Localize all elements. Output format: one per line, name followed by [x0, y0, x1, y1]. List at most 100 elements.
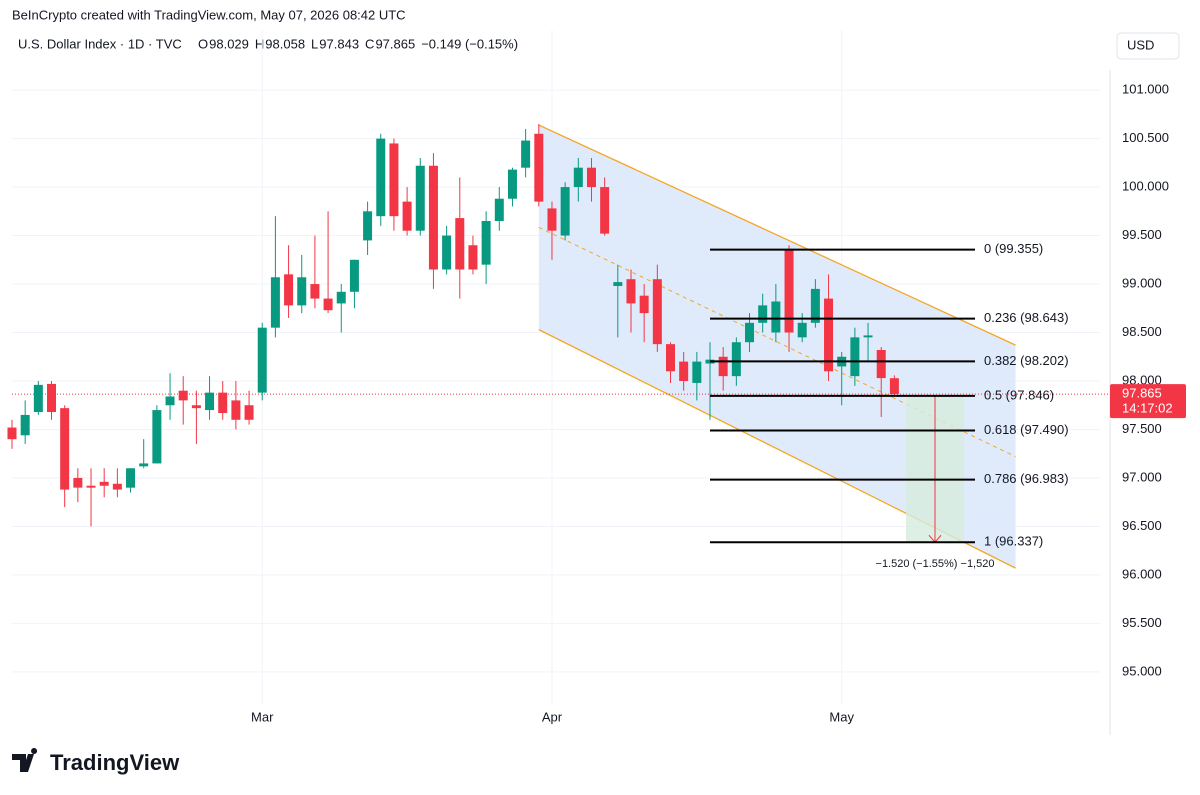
price-tag-value: 97.865 — [1122, 386, 1162, 401]
y-tick-label: 98.000 — [1122, 372, 1162, 387]
ohlc-key: L — [311, 36, 318, 51]
candle-body — [560, 187, 570, 236]
candle-body — [547, 208, 557, 231]
fib-label: 0.382 (98.202) — [984, 353, 1069, 368]
candle-body — [402, 201, 412, 231]
candle-body — [389, 143, 399, 217]
candle-body — [679, 361, 689, 381]
candle-body — [231, 400, 241, 420]
ohlc-value: 97.865 — [375, 36, 415, 51]
candle-body — [784, 250, 794, 333]
candle-body — [745, 322, 755, 343]
candle-body — [349, 259, 359, 292]
currency-box[interactable] — [1116, 32, 1180, 60]
ohlc-key: H — [255, 36, 264, 51]
candle-body — [165, 396, 175, 406]
candle-body — [692, 361, 702, 383]
candle-body — [428, 165, 438, 270]
candle-body — [376, 138, 386, 217]
logo-mark — [12, 748, 38, 772]
candle-body — [573, 167, 583, 188]
candle-body — [47, 383, 57, 413]
candle-body — [639, 295, 649, 314]
candle-body — [824, 298, 834, 372]
x-tick-label: Apr — [542, 709, 563, 724]
candle-body — [178, 390, 188, 401]
channel-upper — [538, 124, 1016, 346]
candle-body — [481, 221, 491, 265]
fib-label: 1 (96.337) — [984, 534, 1043, 549]
x-tick-label: May — [829, 709, 854, 724]
y-tick-label: 99.500 — [1122, 227, 1162, 242]
measure-label: −1.520 (−1.55%) −1,520 — [876, 558, 995, 570]
candle-body — [60, 408, 70, 490]
candle-body — [442, 235, 452, 270]
fib-label: 0.236 (98.643) — [984, 310, 1069, 325]
candle-body — [494, 198, 504, 222]
candle-body — [33, 384, 43, 413]
candle-body — [218, 392, 228, 413]
symbol-legend: U.S. Dollar Index · 1D · TVC O 98.029 H 98.… — [18, 36, 518, 51]
candle-body — [731, 342, 741, 377]
ohlc-key: C — [365, 36, 374, 51]
y-tick-label: 101.000 — [1122, 82, 1169, 97]
candle-body — [850, 337, 860, 377]
brand: TradingView — [50, 750, 180, 775]
candle-body — [455, 218, 465, 270]
candle-body — [652, 279, 662, 345]
candle-body — [363, 211, 373, 241]
fib-label: 0.618 (97.490) — [984, 422, 1069, 437]
y-tick-label: 98.500 — [1122, 324, 1162, 339]
candle-body — [86, 485, 96, 488]
candle-body — [99, 481, 109, 486]
credit: BeInCrypto created with TradingView.com,… — [12, 7, 406, 22]
y-tick-label: 95.000 — [1122, 663, 1162, 678]
y-tick-label: 96.500 — [1122, 518, 1162, 533]
candle-body — [876, 349, 886, 379]
candle-body — [126, 468, 136, 488]
candle-body — [297, 277, 307, 306]
candle-body — [205, 392, 215, 411]
channel-fill — [538, 125, 1016, 569]
candle-body — [586, 167, 596, 188]
candle-body — [270, 277, 280, 328]
candle-body — [613, 282, 623, 286]
candle-body — [244, 405, 254, 420]
ohlc-value: 98.029 — [209, 36, 249, 51]
candle-body — [112, 483, 122, 490]
candle-body — [718, 356, 728, 377]
candle-body — [73, 477, 83, 488]
currency[interactable]: USD — [1127, 37, 1154, 52]
candle-body — [20, 414, 30, 436]
candle-body — [7, 427, 17, 440]
ohlc-value: 98.058 — [265, 36, 305, 51]
y-tick-label: 99.000 — [1122, 275, 1162, 290]
ohlc-key: O — [198, 36, 208, 51]
price-tag-countdown: 14:17:02 — [1122, 401, 1173, 416]
brand-logo: TradingView — [12, 748, 180, 775]
fib-label: 0 (99.355) — [984, 241, 1043, 256]
candle-body — [771, 301, 781, 333]
change: −0.149 (−0.15%) — [421, 36, 518, 51]
ohlc-value: 97.843 — [319, 36, 359, 51]
candle-body — [626, 279, 636, 304]
y-tick-label: 95.500 — [1122, 615, 1162, 630]
candle-body — [521, 140, 531, 168]
candle-body — [323, 298, 333, 311]
candle-body — [758, 305, 768, 323]
candle-body — [152, 410, 162, 464]
y-tick-label: 100.000 — [1122, 179, 1169, 194]
candle-body — [534, 133, 544, 202]
symbol: U.S. Dollar Index · 1D · TVC — [18, 36, 182, 51]
candle-body — [336, 291, 346, 304]
candle-body — [666, 344, 675, 372]
x-tick-label: Mar — [251, 709, 274, 724]
y-tick-label: 97.000 — [1122, 469, 1162, 484]
candle-body — [600, 187, 610, 234]
candle-body — [257, 327, 267, 393]
candle-body — [191, 405, 201, 409]
fib-label: 0.786 (96.983) — [984, 471, 1069, 486]
candle-body — [139, 463, 149, 467]
